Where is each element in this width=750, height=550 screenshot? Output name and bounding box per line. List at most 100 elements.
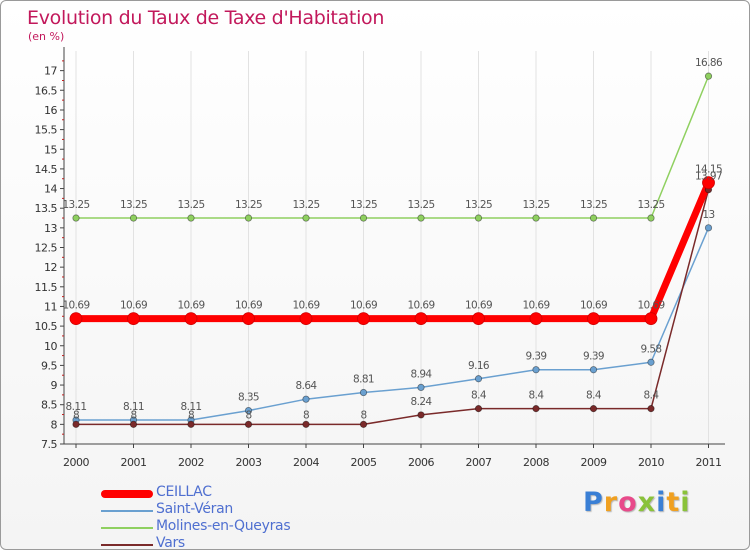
y-tick-label: 16.5: [35, 84, 58, 97]
y-tick-label: 14: [44, 183, 57, 196]
data-point: [589, 366, 598, 374]
data-label: 9.39: [583, 351, 604, 363]
data-label: 13.97: [695, 171, 722, 183]
data-point: [72, 214, 80, 222]
data-point: [704, 72, 713, 80]
data-label: 8.4: [471, 390, 487, 402]
data-label: 9.16: [468, 360, 490, 372]
series-line-vars: [75, 188, 710, 426]
brand-logo: Proxiti: [583, 487, 691, 518]
data-label: 9.39: [526, 351, 547, 363]
logo-letter: o: [618, 487, 638, 518]
y-tick-label: 17: [44, 65, 57, 78]
x-tick-label: 2011: [696, 456, 722, 469]
data-label: 13.25: [350, 199, 377, 211]
data-label: 13.25: [465, 199, 492, 211]
data-point: [244, 214, 253, 222]
y-tick-label: 7.5: [41, 438, 57, 451]
data-label: 10.69: [350, 300, 377, 312]
legend-label: Saint-Véran: [156, 501, 233, 517]
y-tick-label: 10.5: [35, 320, 58, 333]
data-label: 10.69: [120, 300, 147, 312]
data-point: [359, 214, 368, 222]
data-label: 10.69: [522, 300, 549, 312]
data-point: [414, 312, 428, 326]
y-tick-label: 12.5: [35, 242, 58, 255]
legend-swatch: [101, 510, 153, 512]
chart-title: Evolution du Taux de Taxe d'Habitation: [27, 7, 385, 29]
x-tick-label: 2006: [408, 456, 434, 469]
y-tick-label: 15: [44, 143, 57, 156]
x-tick-label: 2002: [178, 456, 204, 469]
y-axis-unit: (en %): [28, 30, 65, 43]
series-line-molines-en-queyras: [75, 75, 710, 219]
data-point: [589, 405, 598, 413]
data-label: 14.15: [695, 164, 722, 176]
data-point: [69, 312, 83, 326]
legend-swatch: [101, 544, 153, 546]
x-tick-label: 2000: [63, 456, 89, 469]
y-tick-label: 16: [44, 104, 57, 117]
legend-label: CEILLAC: [156, 484, 212, 500]
data-label: 10.69: [177, 300, 204, 312]
data-label: 8.11: [66, 401, 87, 413]
data-point: [702, 176, 715, 190]
data-point: [644, 312, 658, 326]
data-label: 10.69: [292, 300, 319, 312]
data-label: 13.25: [235, 199, 262, 211]
x-tick-label: 2003: [236, 456, 262, 469]
data-label: 13.25: [120, 199, 147, 211]
logo-letter: r: [603, 487, 619, 518]
data-point: [417, 214, 425, 222]
data-point: [647, 214, 655, 222]
data-label: 8.94: [411, 368, 433, 380]
data-label: 13: [702, 209, 714, 221]
data-point: [474, 375, 483, 383]
data-point: [299, 312, 313, 326]
y-tick-label: 10: [44, 340, 57, 353]
data-point: [359, 420, 368, 428]
data-point: [647, 358, 655, 366]
legend-swatch: [101, 527, 153, 529]
data-label: 10.69: [580, 300, 607, 312]
logo-letter: t: [666, 487, 681, 518]
data-label: 10.69: [637, 300, 664, 312]
data-label: 8.11: [123, 401, 144, 413]
x-tick-label: 2004: [293, 456, 319, 469]
data-label: 8.4: [586, 390, 602, 402]
logo-letter: i: [680, 487, 691, 518]
series-line-ceillac: [72, 179, 712, 323]
data-label: 8.35: [238, 392, 259, 404]
logo-letter: P: [583, 487, 604, 518]
data-point: [357, 312, 370, 326]
x-tick-label: 2005: [351, 456, 377, 469]
data-point: [417, 383, 425, 392]
y-tick-label: 13: [44, 222, 57, 235]
data-point: [302, 214, 310, 222]
data-point: [187, 214, 195, 222]
logo-letter: i: [656, 487, 667, 518]
data-point: [474, 405, 483, 413]
data-point: [532, 214, 540, 222]
data-point: [532, 366, 540, 374]
data-point: [359, 388, 368, 397]
legend-label: Molines-en-Queyras: [156, 518, 291, 534]
data-point: [129, 214, 138, 222]
data-point: [302, 420, 310, 428]
data-label: 13.25: [637, 199, 664, 211]
data-point: [72, 420, 80, 428]
data-label: 13.25: [177, 199, 204, 211]
data-label: 8.81: [353, 374, 374, 386]
data-label: 8: [130, 409, 136, 421]
data-label: 16.86: [695, 57, 723, 69]
x-tick-label: 2007: [466, 456, 492, 469]
data-point: [417, 411, 425, 419]
data-label: 8.64: [296, 380, 318, 392]
y-tick-label: 9.5: [41, 359, 57, 372]
y-tick-label: 8.5: [41, 399, 57, 412]
data-label: 8: [303, 409, 309, 421]
data-label: 8.24: [411, 396, 433, 408]
data-point: [647, 405, 655, 413]
data-point: [474, 214, 483, 222]
